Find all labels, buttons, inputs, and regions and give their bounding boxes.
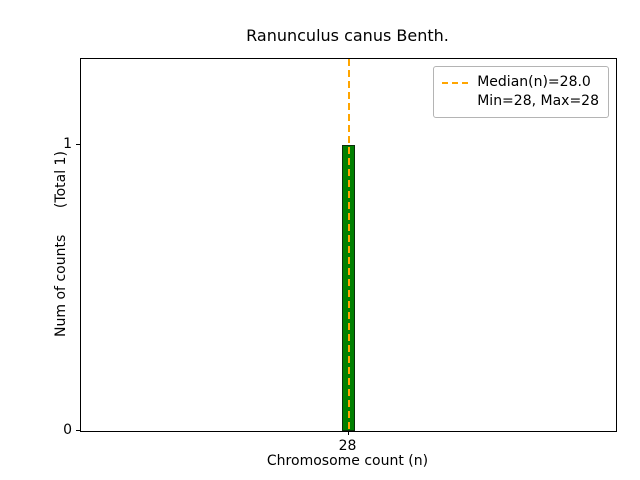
y-tick-mark bbox=[76, 143, 80, 145]
chart-title: Ranunculus canus Benth. bbox=[246, 26, 449, 45]
legend-label-minmax: Min=28, Max=28 bbox=[477, 93, 599, 109]
legend: Median(n)=28.0 Min=28, Max=28 bbox=[433, 66, 609, 118]
legend-spacer bbox=[442, 101, 469, 103]
median-dashed-line-sample bbox=[442, 81, 470, 84]
legend-label-median: Median(n)=28.0 bbox=[477, 74, 591, 90]
median-line bbox=[347, 59, 350, 431]
y-axis-label: Num of counts (Total 1) bbox=[53, 151, 69, 337]
y-tick-mark bbox=[76, 430, 80, 431]
plot-area: Median(n)=28.0 Min=28, Max=28 bbox=[80, 58, 617, 432]
y-tick-label: 0 bbox=[63, 422, 72, 438]
x-axis-label: Chromosome count (n) bbox=[266, 453, 429, 469]
legend-item-minmax: Min=28, Max=28 bbox=[442, 92, 599, 111]
y-tick-label: 1 bbox=[63, 135, 72, 152]
x-tick-label: 28 bbox=[338, 438, 357, 454]
x-tick-mark bbox=[347, 431, 349, 435]
legend-item-median: Median(n)=28.0 bbox=[442, 73, 599, 92]
